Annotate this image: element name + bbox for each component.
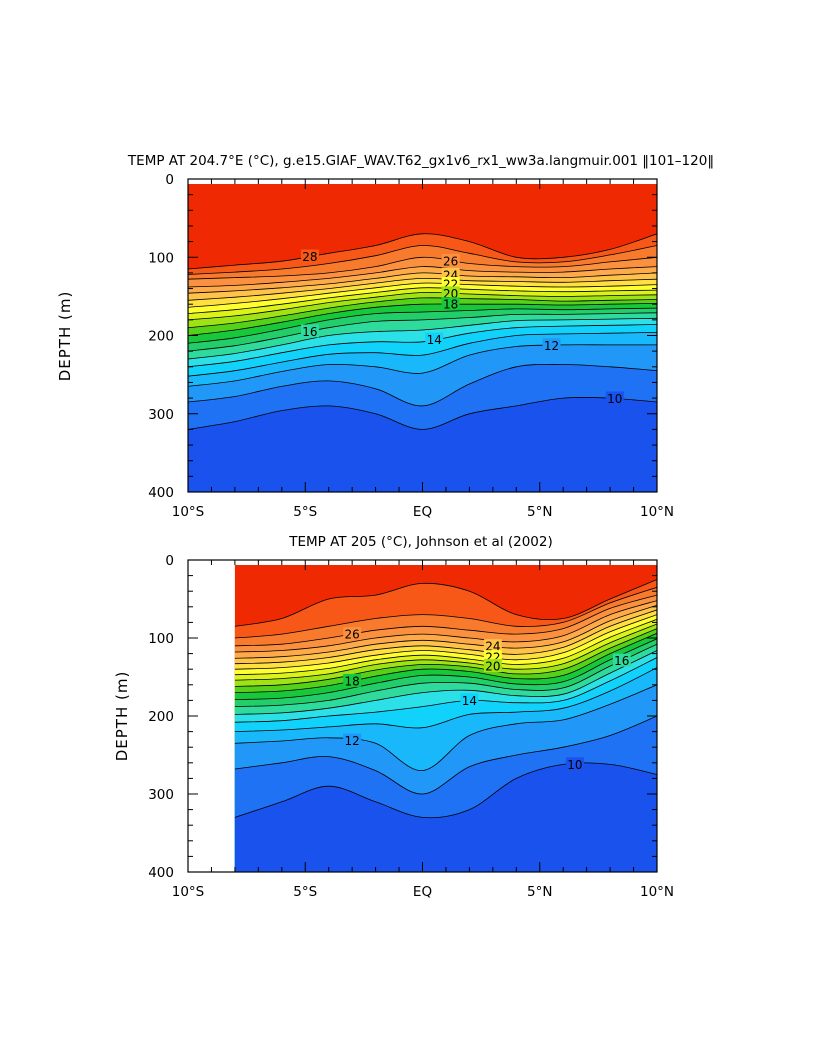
contour-label-group: 28 — [300, 249, 319, 264]
contour-label: 28 — [302, 250, 317, 264]
isotherm-14 — [234, 657, 657, 723]
y-tick-label: 400 — [148, 485, 174, 501]
contour-label-group: 12 — [343, 733, 362, 748]
isotherm-28 — [188, 233, 657, 270]
temperature-band — [234, 762, 657, 872]
contour-label-group: 14 — [425, 332, 444, 347]
isotherm-10 — [234, 762, 657, 819]
isotherm-22 — [234, 614, 657, 670]
temperature-band — [188, 397, 657, 492]
isotherm-23 — [188, 277, 657, 301]
y-tick-label: 200 — [148, 329, 174, 345]
isotherm-26 — [234, 594, 657, 647]
isotherm-26 — [188, 256, 657, 280]
isotherm-15 — [234, 650, 657, 715]
upper-panel: TEMP AT 204.7°E (°C), g.e15.GIAF_WAV.T62… — [56, 153, 714, 520]
x-tick-label: 5°N — [527, 504, 552, 520]
isotherm-17 — [188, 307, 657, 344]
contour-label: 16 — [614, 654, 629, 668]
contour-label: 10 — [567, 758, 582, 772]
isotherm-12 — [234, 684, 657, 772]
y-tick-label: 400 — [148, 865, 174, 881]
isotherm-20 — [234, 623, 657, 681]
contour-label-group: 12 — [542, 338, 561, 353]
contour-label: 20 — [485, 660, 500, 674]
isotherm-18 — [188, 303, 657, 336]
isotherm-21 — [188, 287, 657, 314]
y-tick-label: 200 — [148, 709, 174, 725]
y-tick-label: 300 — [148, 787, 174, 803]
x-tick-label: EQ — [413, 884, 432, 900]
isotherm-17 — [234, 638, 657, 700]
y-tick-label: 100 — [148, 631, 174, 647]
y-tick-label: 0 — [165, 553, 174, 569]
isotherm-11 — [188, 363, 657, 407]
contour-label: 16 — [302, 325, 317, 339]
upper-panel-title: TEMP AT 204.7°E (°C), g.e15.GIAF_WAV.T62… — [127, 153, 714, 169]
contour-label-group: 20 — [483, 659, 502, 674]
contour-label-group: 10 — [565, 757, 584, 772]
contour-label: 26 — [443, 255, 458, 269]
isotherm-25 — [188, 266, 657, 288]
y-tick-label: 0 — [165, 172, 174, 188]
lower-panel-title: TEMP AT 205 (°C), Johnson et al (2002) — [288, 534, 553, 550]
lower-panel: TEMP AT 205 (°C), Johnson et al (2002) D… — [113, 534, 674, 900]
isotherm-24 — [234, 604, 657, 659]
contour-label: 18 — [443, 298, 458, 312]
isotherm-16 — [234, 643, 657, 707]
contour-label-group: 18 — [441, 297, 460, 312]
isotherm-18 — [234, 632, 657, 693]
isotherm-20 — [188, 291, 657, 321]
contour-label-group: 16 — [612, 653, 631, 668]
isotherm-19 — [188, 297, 657, 329]
contour-field — [188, 184, 657, 492]
isotherm-13 — [234, 667, 657, 732]
contour-label-group: 14 — [460, 693, 479, 708]
y-tick-label: 300 — [148, 407, 174, 423]
isotherm-24 — [188, 272, 657, 294]
x-tick-label: 10°N — [640, 884, 674, 900]
contour-label: 14 — [427, 333, 442, 347]
contour-label: 12 — [345, 734, 360, 748]
x-tick-label: EQ — [413, 504, 432, 520]
isotherm-28 — [234, 579, 657, 627]
isotherm-22 — [188, 282, 657, 308]
upper-y-axis-label: DEPTH (m) — [56, 291, 74, 382]
isotherm-11 — [234, 715, 657, 795]
isotherm-23 — [234, 609, 657, 665]
contour-label-group: 26 — [441, 254, 460, 269]
x-tick-label: 10°N — [640, 504, 674, 520]
contour-label: 18 — [345, 674, 360, 688]
x-tick-label: 10°S — [172, 884, 205, 900]
lower-y-axis-label: DEPTH (m) — [113, 671, 131, 762]
y-tick-label: 100 — [148, 250, 174, 266]
contour-label: 26 — [345, 628, 360, 642]
x-tick-label: 10°S — [172, 504, 205, 520]
contour-label-group: 16 — [300, 324, 319, 339]
isotherm-21 — [234, 618, 657, 676]
contour-label-group: 26 — [343, 627, 362, 642]
x-tick-label: 5°N — [527, 884, 552, 900]
isotherm-27 — [188, 245, 657, 275]
contour-label-group: 18 — [343, 673, 362, 688]
contour-label-group: 10 — [605, 391, 624, 406]
isotherm-27 — [234, 586, 657, 639]
contour-label: 10 — [607, 392, 622, 406]
isotherm-10 — [188, 396, 657, 430]
contour-label: 12 — [544, 339, 559, 353]
isotherm-19 — [234, 628, 657, 687]
contour-field — [234, 565, 657, 872]
contour-label: 14 — [462, 694, 477, 708]
isotherm-16 — [188, 312, 657, 352]
isotherm-14 — [188, 324, 657, 368]
isotherm-12 — [188, 344, 657, 387]
x-tick-label: 5°S — [293, 884, 317, 900]
isotherm-15 — [188, 317, 657, 360]
x-tick-label: 5°S — [293, 504, 317, 520]
isotherm-25 — [234, 600, 657, 653]
isotherm-13 — [188, 332, 657, 377]
